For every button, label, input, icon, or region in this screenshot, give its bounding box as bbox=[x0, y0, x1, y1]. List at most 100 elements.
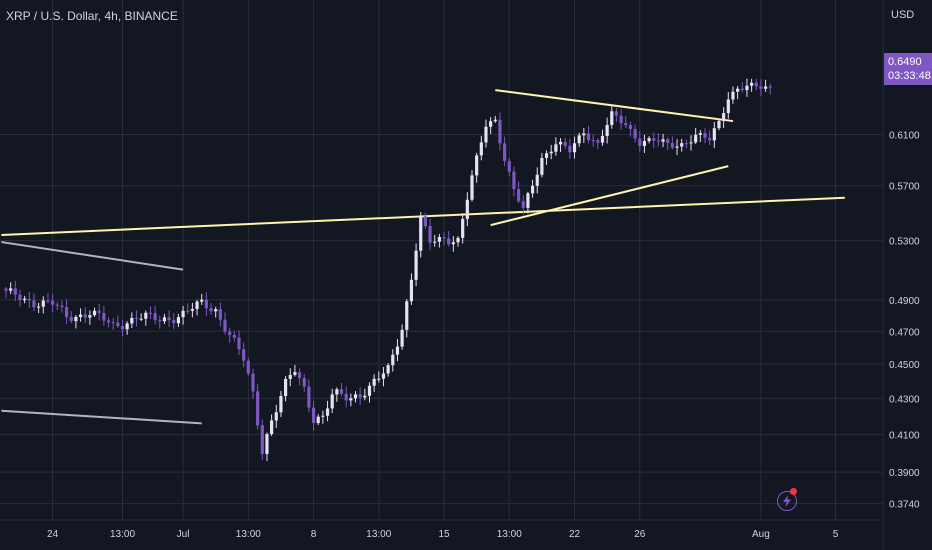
candle-body bbox=[321, 415, 325, 417]
candle-body bbox=[414, 250, 418, 280]
candle-body bbox=[684, 143, 688, 145]
candle-body bbox=[284, 378, 288, 397]
candle-body bbox=[167, 317, 171, 321]
candle-body bbox=[162, 317, 167, 322]
candle-body bbox=[4, 288, 8, 291]
candle-body bbox=[23, 298, 27, 301]
candle-body bbox=[148, 312, 153, 314]
candle-body bbox=[582, 133, 586, 136]
candle-body bbox=[675, 146, 679, 148]
trendline-long-support[interactable] bbox=[1, 196, 845, 236]
candle-body bbox=[447, 238, 451, 245]
x-tick-label: 13:00 bbox=[497, 529, 522, 540]
candle-body bbox=[475, 155, 479, 176]
candle-body bbox=[363, 395, 367, 398]
candle-body bbox=[186, 310, 190, 312]
candle-body bbox=[670, 143, 674, 148]
candle-body bbox=[64, 306, 69, 317]
candle-body bbox=[572, 143, 577, 153]
x-tick-label: 22 bbox=[569, 529, 581, 540]
candle-body bbox=[465, 199, 469, 219]
x-tick-label: 26 bbox=[634, 529, 646, 540]
candle-body bbox=[60, 305, 64, 307]
candles bbox=[4, 78, 772, 462]
candle-body bbox=[544, 153, 549, 158]
candle-body bbox=[209, 308, 213, 312]
candle-body bbox=[605, 124, 609, 136]
candle-body bbox=[521, 201, 525, 208]
candle-body bbox=[395, 346, 400, 355]
candle-body bbox=[13, 288, 17, 295]
candle-body bbox=[330, 394, 334, 409]
candle-body bbox=[51, 300, 55, 305]
candle-body bbox=[558, 141, 563, 145]
trendline-grey-upper[interactable] bbox=[1, 241, 184, 271]
candle-body bbox=[386, 365, 390, 374]
candle-body bbox=[694, 134, 698, 143]
candle-body bbox=[759, 86, 763, 89]
candle-body bbox=[442, 237, 446, 239]
candle-body bbox=[656, 140, 660, 142]
candle-body bbox=[37, 306, 41, 308]
trendline-triangle-lower[interactable] bbox=[490, 165, 729, 227]
candle-body bbox=[484, 126, 488, 143]
candle-body bbox=[563, 141, 567, 146]
candle-body bbox=[381, 373, 386, 379]
lightning-icon[interactable] bbox=[777, 491, 797, 511]
candle-body bbox=[712, 128, 716, 141]
x-tick-label: 8 bbox=[311, 529, 317, 540]
candle-body bbox=[307, 386, 311, 408]
y-tick-label: 0.6100 bbox=[889, 131, 920, 142]
candle-body bbox=[260, 425, 264, 454]
candle-body bbox=[242, 349, 246, 361]
candle-body bbox=[647, 138, 651, 142]
candle-body bbox=[274, 412, 278, 421]
candle-body bbox=[423, 216, 427, 227]
y-tick-label: 0.4300 bbox=[889, 394, 920, 405]
candle-body bbox=[9, 288, 13, 291]
candle-body bbox=[433, 241, 437, 243]
candle-body bbox=[200, 299, 204, 302]
y-tick-label: 0.3740 bbox=[889, 500, 920, 511]
candle-body bbox=[493, 119, 497, 122]
candle-body bbox=[349, 398, 353, 401]
candle-body bbox=[409, 279, 414, 302]
candle-body bbox=[158, 320, 162, 322]
candle-body bbox=[740, 88, 744, 91]
candle-body bbox=[139, 318, 143, 320]
alert-dot bbox=[790, 488, 797, 495]
symbol-title[interactable]: XRP / U.S. Dollar, 4h, BINANCE bbox=[6, 9, 178, 23]
candle-body bbox=[102, 312, 106, 321]
candle-body bbox=[372, 378, 376, 386]
candle-body bbox=[134, 317, 139, 319]
candle-body bbox=[27, 298, 31, 301]
candle-body bbox=[428, 226, 432, 243]
candle-body bbox=[703, 133, 707, 138]
currency-label[interactable]: USD bbox=[891, 9, 915, 21]
candle-body bbox=[270, 420, 274, 435]
grid-lines bbox=[0, 0, 883, 520]
candle-body bbox=[279, 396, 283, 413]
candle-body bbox=[316, 416, 320, 424]
candle-body bbox=[526, 193, 530, 208]
candle-body bbox=[698, 133, 702, 135]
candle-body bbox=[78, 314, 83, 317]
candle-body bbox=[586, 133, 591, 141]
trendline-triangle-upper[interactable] bbox=[495, 89, 734, 123]
candle-body bbox=[311, 407, 316, 424]
candle-body bbox=[353, 394, 358, 399]
candle-body bbox=[461, 218, 465, 238]
candle-body bbox=[591, 140, 595, 142]
candle-body bbox=[731, 91, 735, 100]
candle-body bbox=[358, 394, 362, 398]
candle-body bbox=[153, 313, 157, 321]
candle-body bbox=[302, 378, 306, 387]
candle-body bbox=[633, 129, 637, 139]
trendline-grey-lower[interactable] bbox=[1, 409, 202, 425]
candle-body bbox=[507, 160, 511, 172]
candle-body bbox=[120, 326, 125, 330]
candle-body bbox=[97, 310, 101, 313]
